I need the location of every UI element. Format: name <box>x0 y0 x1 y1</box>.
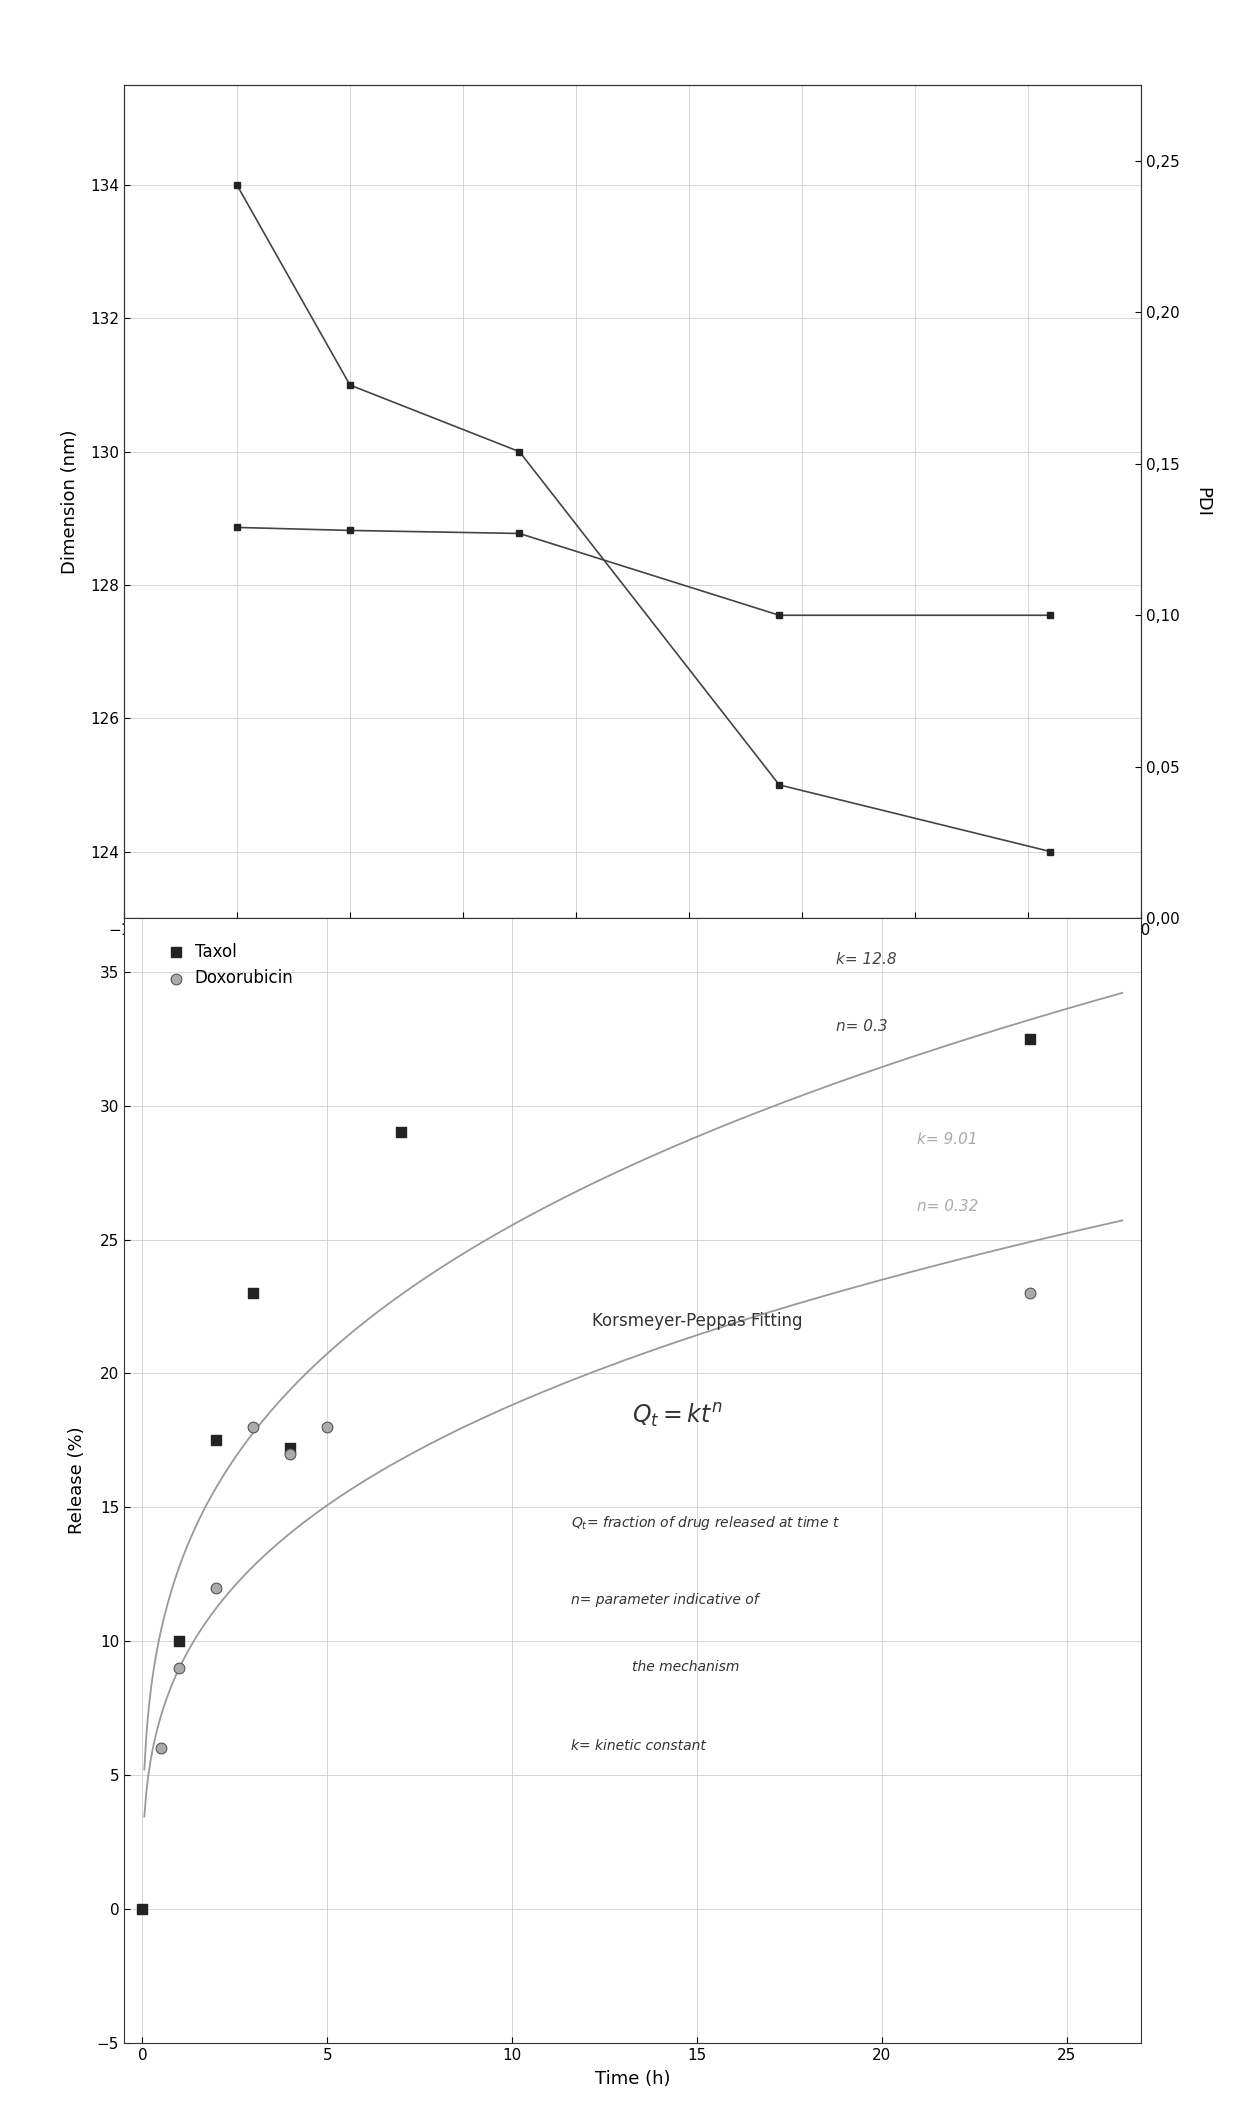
Text: n= 0.3: n= 0.3 <box>836 1019 888 1034</box>
Text: FIGURE 3: FIGURE 3 <box>585 1102 680 1119</box>
Doxorubicin <box>151 1732 171 1766</box>
Doxorubicin <box>317 1411 337 1445</box>
Taxol <box>170 1624 190 1658</box>
Text: k= 9.01: k= 9.01 <box>918 1132 977 1147</box>
X-axis label: Time (h): Time (h) <box>595 945 670 964</box>
Text: Korsmeyer-Peppas Fitting: Korsmeyer-Peppas Fitting <box>591 1311 802 1330</box>
Text: the mechanism: the mechanism <box>632 1660 740 1675</box>
Doxorubicin <box>1021 1277 1040 1311</box>
Y-axis label: PDI: PDI <box>1193 487 1211 517</box>
Taxol <box>280 1432 300 1466</box>
Y-axis label: Dimension (nm): Dimension (nm) <box>61 430 79 575</box>
Text: k= 12.8: k= 12.8 <box>836 951 897 966</box>
X-axis label: Time (h): Time (h) <box>595 2071 670 2088</box>
Text: n= parameter indicative of: n= parameter indicative of <box>572 1594 759 1607</box>
Text: n= 0.32: n= 0.32 <box>918 1200 978 1215</box>
Y-axis label: Release (%): Release (%) <box>68 1426 86 1534</box>
Taxol <box>392 1115 412 1149</box>
Doxorubicin <box>207 1570 227 1605</box>
Text: $Q_t=kt^n$: $Q_t=kt^n$ <box>632 1402 723 1430</box>
Taxol <box>243 1277 263 1311</box>
Text: $Q_t$= fraction of drug released at time $t$: $Q_t$= fraction of drug released at time… <box>572 1515 841 1532</box>
Taxol <box>133 1892 153 1926</box>
Taxol <box>207 1424 227 1458</box>
Taxol <box>1021 1021 1040 1055</box>
Doxorubicin <box>243 1411 263 1445</box>
Doxorubicin <box>170 1651 190 1685</box>
Legend: Taxol, Doxorubicin: Taxol, Doxorubicin <box>162 938 299 992</box>
Doxorubicin <box>280 1436 300 1470</box>
Text: k= kinetic constant: k= kinetic constant <box>572 1739 707 1753</box>
